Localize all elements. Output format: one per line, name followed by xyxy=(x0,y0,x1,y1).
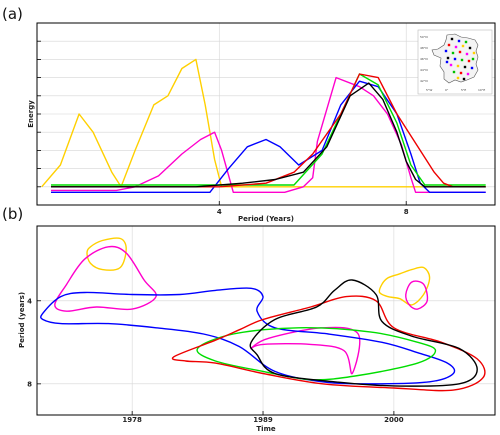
panel-b-yticks: 4 8 xyxy=(27,297,32,388)
station-marker xyxy=(470,66,474,70)
series-line-4 xyxy=(51,73,486,188)
station-marker xyxy=(466,72,470,76)
station-marker xyxy=(460,58,464,62)
station-marker xyxy=(451,51,455,55)
panel-a-ylabel: Energy xyxy=(27,100,35,128)
panel-a-xlabel: Period (Years) xyxy=(238,215,294,223)
station-marker xyxy=(456,64,460,68)
station-marker xyxy=(465,52,469,56)
inset-lon-labels: 5°W 0° 5°E 10°E xyxy=(426,88,485,92)
panel-a-frame xyxy=(36,22,496,206)
series-line-0 xyxy=(41,58,486,188)
series-line-1 xyxy=(51,76,486,194)
station-marker xyxy=(447,43,451,47)
contour-1 xyxy=(378,266,431,306)
inset-lat-label: 50°N xyxy=(420,35,428,39)
station-marker xyxy=(462,77,466,81)
tick-label-b-y4: 4 xyxy=(27,297,32,305)
station-marker xyxy=(445,60,449,64)
panel-b-xticks: 1978 1989 2000 xyxy=(122,416,403,424)
series-line-2 xyxy=(51,80,486,194)
station-marker xyxy=(461,44,465,48)
tick-label-b-y8: 8 xyxy=(27,380,32,388)
panel-a-label: (a) xyxy=(2,5,23,23)
station-marker xyxy=(452,70,456,74)
station-marker xyxy=(468,46,472,50)
station-marker xyxy=(458,50,462,54)
station-marker xyxy=(471,57,475,61)
station-marker xyxy=(453,57,457,61)
contour-2 xyxy=(54,245,157,312)
contour-4 xyxy=(250,326,361,375)
station-marker xyxy=(454,45,458,49)
panel-a-xticks: 4 8 xyxy=(217,208,409,216)
station-marker xyxy=(467,59,471,63)
inset-lat-label: 44°N xyxy=(420,68,428,72)
panel-b-xlabel: Time xyxy=(256,425,275,433)
tick-label-b-2000: 2000 xyxy=(384,416,404,424)
contour-0 xyxy=(86,237,127,271)
station-marker xyxy=(444,49,448,53)
panel-b-contours xyxy=(40,237,486,392)
contour-7 xyxy=(171,295,486,392)
panel-b: (b) 1978 1989 2000 4 8 Time Period (year… xyxy=(2,205,496,433)
inset-lon-label: 5°W xyxy=(426,88,432,92)
contour-5 xyxy=(40,287,456,385)
panel-b-frame xyxy=(36,225,496,416)
contour-6 xyxy=(196,327,437,381)
panel-b-ylabel: Period (years) xyxy=(18,292,26,348)
panel-a: (a) 4 8 Period (Years) Energy 50°N 48°N … xyxy=(2,5,496,223)
station-marker xyxy=(446,56,450,60)
inset-lat-label: 46°N xyxy=(420,57,428,61)
series-line-5 xyxy=(51,82,486,188)
station-marker xyxy=(456,76,460,80)
inset-lon-label: 10°E xyxy=(478,88,485,92)
inset-lat-label: 42°N xyxy=(420,79,428,83)
panel-a-series xyxy=(41,58,486,194)
tick-label-b-1978: 1978 xyxy=(122,416,142,424)
tick-label-a-4: 4 xyxy=(217,208,222,216)
station-marker xyxy=(450,37,454,41)
panel-b-label: (b) xyxy=(2,205,23,223)
station-marker xyxy=(459,71,463,75)
contour-3 xyxy=(405,280,429,310)
tick-label-a-8: 8 xyxy=(404,208,409,216)
station-marker xyxy=(463,65,467,69)
station-marker xyxy=(464,40,468,44)
inset-map: 50°N 48°N 46°N 44°N 42°N 5°W 0° 5°E 10°E xyxy=(417,29,493,95)
inset-lat-label: 48°N xyxy=(420,46,428,50)
inset-markers xyxy=(444,37,476,81)
inset-lat-labels: 50°N 48°N 46°N 44°N 42°N xyxy=(420,35,428,83)
contour-8 xyxy=(249,279,478,387)
station-marker xyxy=(449,63,453,67)
inset-lon-label: 5°E xyxy=(461,88,466,92)
station-marker xyxy=(457,39,461,43)
tick-label-b-1989: 1989 xyxy=(253,416,273,424)
station-marker xyxy=(472,51,476,55)
inset-lon-label: 0° xyxy=(445,88,449,92)
